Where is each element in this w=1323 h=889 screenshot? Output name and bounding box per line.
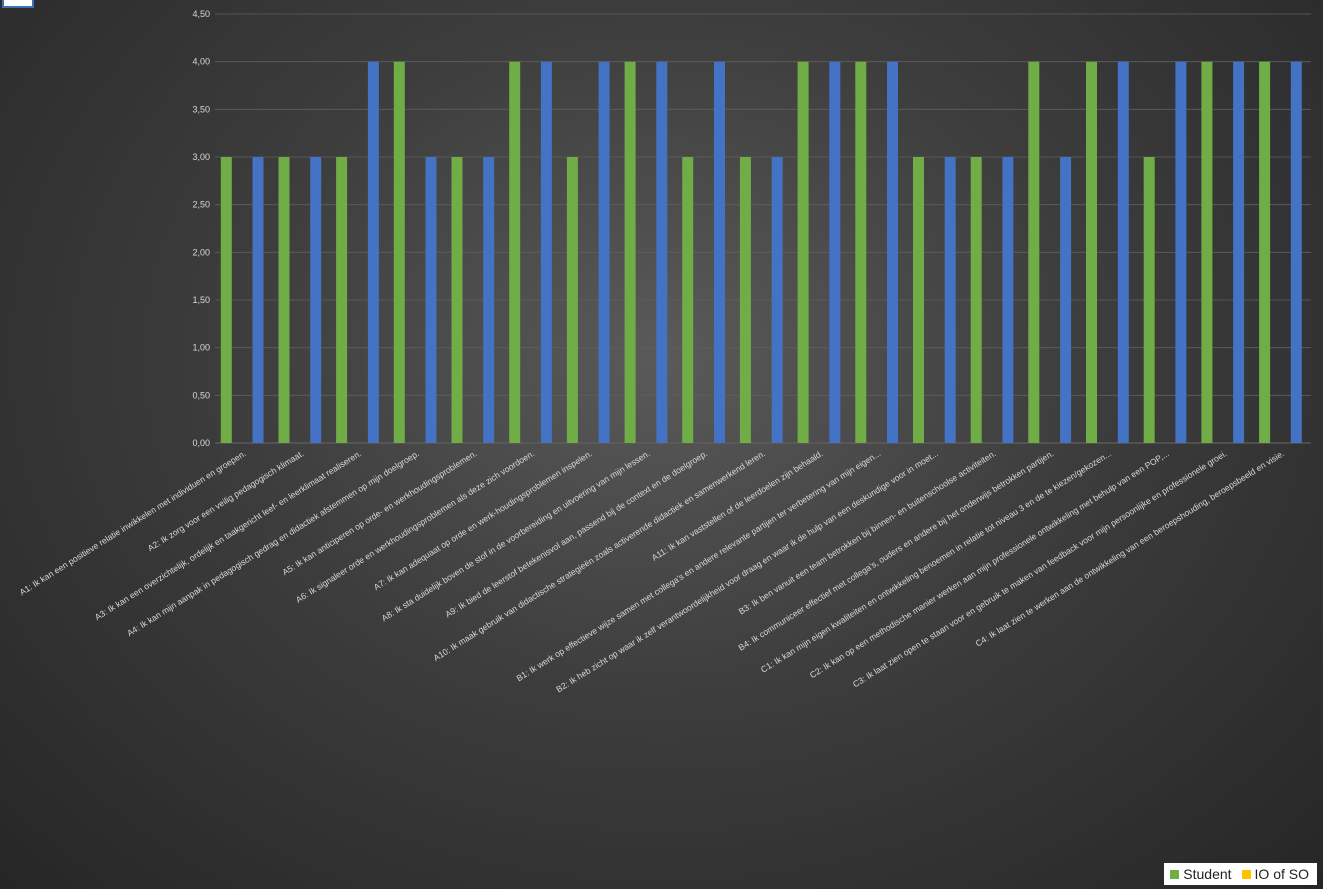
- category-label: A9: Ik bied de leerstof betekenisvol aan…: [443, 448, 709, 619]
- bar-student-8: [682, 157, 694, 443]
- bar-io-7: [656, 61, 668, 443]
- category-label: A7: Ik kan adequaat op orde en werk-houd…: [372, 448, 594, 592]
- bar-io-9: [771, 157, 783, 443]
- bar-io-0: [252, 157, 264, 443]
- legend-swatch-student: [1170, 869, 1180, 879]
- bar-io-17: [1233, 61, 1245, 443]
- bar-io-6: [598, 61, 610, 443]
- category-label: B3: Ik ben vanuit een team betrokken bij…: [737, 448, 998, 616]
- legend-swatch-io: [1241, 869, 1251, 879]
- bar-io-16: [1175, 61, 1187, 443]
- bar-io-15: [1117, 61, 1129, 443]
- bar-student-1: [278, 157, 290, 443]
- y-tick-label: 1,50: [192, 295, 210, 305]
- bar-io-5: [540, 61, 552, 443]
- category-label: B2: Ik heb zicht op waar ik zelf verantw…: [554, 448, 940, 694]
- bar-io-10: [829, 61, 841, 443]
- y-tick-label: 2,50: [192, 200, 210, 210]
- y-tick-label: 2,00: [192, 247, 210, 257]
- bar-student-3: [393, 61, 405, 443]
- bar-student-17: [1201, 61, 1213, 443]
- category-label: A8: Ik sta duidelijk boven de stof in de…: [380, 448, 652, 623]
- bar-io-14: [1060, 157, 1072, 443]
- bar-student-14: [1028, 61, 1040, 443]
- bar-student-15: [1086, 61, 1097, 443]
- bar-io-12: [944, 157, 956, 443]
- bar-student-0: [220, 157, 232, 443]
- y-tick-label: 4,00: [192, 57, 210, 67]
- y-tick-label: 3,00: [192, 152, 210, 162]
- x-axis-labels: A1: Ik kan een positieve relatie inwikke…: [18, 448, 1286, 694]
- category-label: A3: Ik kan een overzichtelijk, ordelijk …: [93, 448, 363, 622]
- bars: [220, 61, 1302, 443]
- y-tick-label: 0,50: [192, 390, 210, 400]
- legend-label-student: Student: [1183, 866, 1232, 882]
- bar-io-2: [367, 61, 379, 443]
- y-tick-label: 3,50: [192, 104, 210, 114]
- y-tick-label: 1,00: [192, 343, 210, 353]
- bar-io-3: [425, 157, 437, 443]
- bar-io-4: [483, 157, 495, 443]
- category-label: B1: Ik werk op effectieve wijze samen me…: [514, 448, 882, 683]
- bar-student-12: [913, 157, 924, 443]
- bar-student-10: [797, 61, 809, 443]
- legend-label-io: IO of SO: [1254, 866, 1309, 882]
- bar-io-18: [1290, 61, 1302, 443]
- bar-student-4: [451, 157, 463, 443]
- bar-student-2: [336, 157, 348, 443]
- bar-io-13: [1002, 157, 1014, 443]
- bar-student-11: [855, 61, 867, 443]
- category-label: A5: Ik kan anticiperen op orde- en werkh…: [280, 448, 478, 577]
- legend: Student IO of SO: [1164, 863, 1317, 885]
- bar-student-7: [624, 61, 636, 443]
- bar-student-13: [970, 157, 982, 443]
- bar-io-11: [887, 61, 898, 443]
- bar-io-8: [714, 61, 725, 443]
- bar-student-9: [739, 157, 751, 443]
- category-label: C3: Ik laat zien open te staan voor en g…: [851, 448, 1229, 689]
- legend-item-io: IO of SO: [1241, 866, 1309, 882]
- bar-io-1: [310, 157, 322, 443]
- category-label: C2: Ik kan op een methodische manier wer…: [808, 448, 1171, 680]
- y-axis-labels: 0,00 0,50 1,00 1,50 2,00 2,50 3,00 3,50 4,00 4,50: [192, 9, 210, 448]
- bar-student-5: [509, 61, 521, 443]
- y-tick-label: 0,00: [192, 438, 210, 448]
- legend-item-student: Student: [1170, 866, 1232, 882]
- top-left-marker: [2, 0, 34, 8]
- bar-student-16: [1143, 157, 1155, 443]
- y-tick-label: 4,50: [192, 9, 210, 19]
- bar-student-18: [1259, 61, 1271, 443]
- bar-student-6: [566, 157, 578, 443]
